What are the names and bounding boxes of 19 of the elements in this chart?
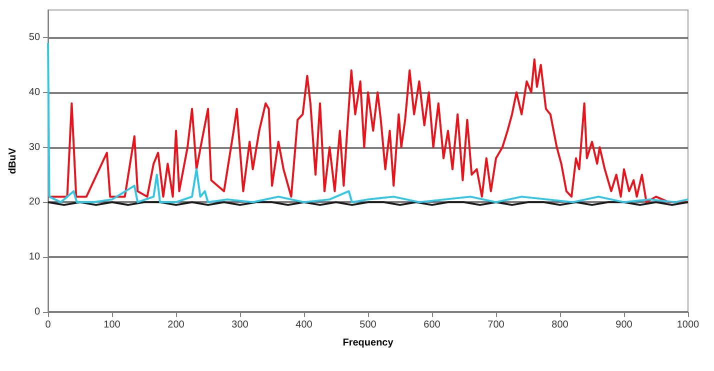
y-tick-label: 20	[28, 196, 40, 208]
x-tick-label: 100	[104, 320, 121, 330]
x-tick-label: 800	[552, 320, 569, 330]
x-tick-label: 300	[232, 320, 249, 330]
y-axis-title: dBuV	[8, 148, 18, 174]
x-tick-label: 1000	[676, 320, 700, 330]
y-tick-label: 30	[28, 142, 40, 153]
x-tick-label: 200	[168, 320, 185, 330]
x-axis-title: Frequency	[342, 338, 394, 348]
x-tick-label: 500	[360, 320, 377, 330]
x-tick-label: 400	[296, 320, 313, 330]
x-tick-label: 700	[488, 320, 505, 330]
x-tick-label: 0	[45, 320, 52, 330]
y-tick-label: 10	[28, 252, 40, 263]
x-tick-label: 600	[424, 320, 441, 330]
x-tick-label: 900	[616, 320, 633, 330]
y-tick-label: 50	[28, 32, 40, 43]
y-tick-label: 0	[34, 306, 40, 318]
y-tick-label: 40	[28, 86, 40, 98]
